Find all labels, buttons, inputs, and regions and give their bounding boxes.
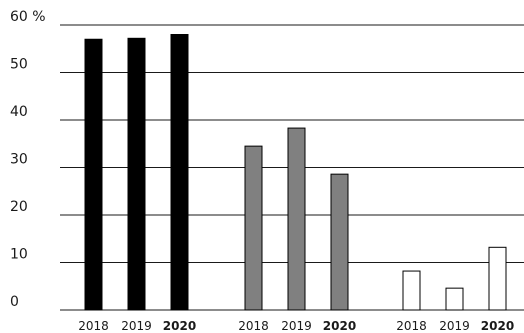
- y-tick-label-0: 0: [10, 294, 19, 310]
- y-tick-label-60: 60 %: [10, 9, 46, 25]
- bar-group1-2020: [170, 34, 189, 311]
- x-tick-label-group2-2019: 2019: [281, 319, 312, 333]
- y-tick-label-20: 20: [10, 199, 28, 215]
- bar-group3-2019: [445, 287, 464, 311]
- bar-group2-2018: [244, 145, 263, 311]
- bar-group2-2019: [287, 127, 306, 311]
- x-tick-label-group1-2019: 2019: [121, 319, 152, 333]
- bar-group3-2020: [488, 246, 507, 311]
- x-tick-label-group3-2020: 2020: [481, 319, 514, 333]
- bar-group2-2020: [330, 173, 349, 311]
- bar-group1-2018: [84, 38, 103, 311]
- bar-group3-2018: [402, 270, 421, 311]
- x-tick-label-group1-2020: 2020: [163, 319, 196, 333]
- y-tick-label-10: 10: [10, 247, 28, 263]
- y-tick-label-40: 40: [10, 104, 28, 120]
- x-tick-label-group3-2019: 2019: [439, 319, 470, 333]
- bar-group1-2019: [127, 37, 146, 311]
- y-axis-tick-labels: 0 10 20 30 40 50 60 %: [10, 9, 46, 310]
- x-tick-label-group2-2018: 2018: [238, 319, 269, 333]
- y-tick-label-50: 50: [10, 57, 28, 73]
- bars: [84, 34, 507, 311]
- x-tick-label-group3-2018: 2018: [396, 319, 427, 333]
- x-axis-tick-labels: 2018 2019 2020 2018 2019 2020 2018 2019 2020: [78, 319, 514, 333]
- y-tick-label-30: 30: [10, 152, 28, 168]
- x-tick-label-group1-2018: 2018: [78, 319, 109, 333]
- x-tick-label-group2-2020: 2020: [323, 319, 356, 333]
